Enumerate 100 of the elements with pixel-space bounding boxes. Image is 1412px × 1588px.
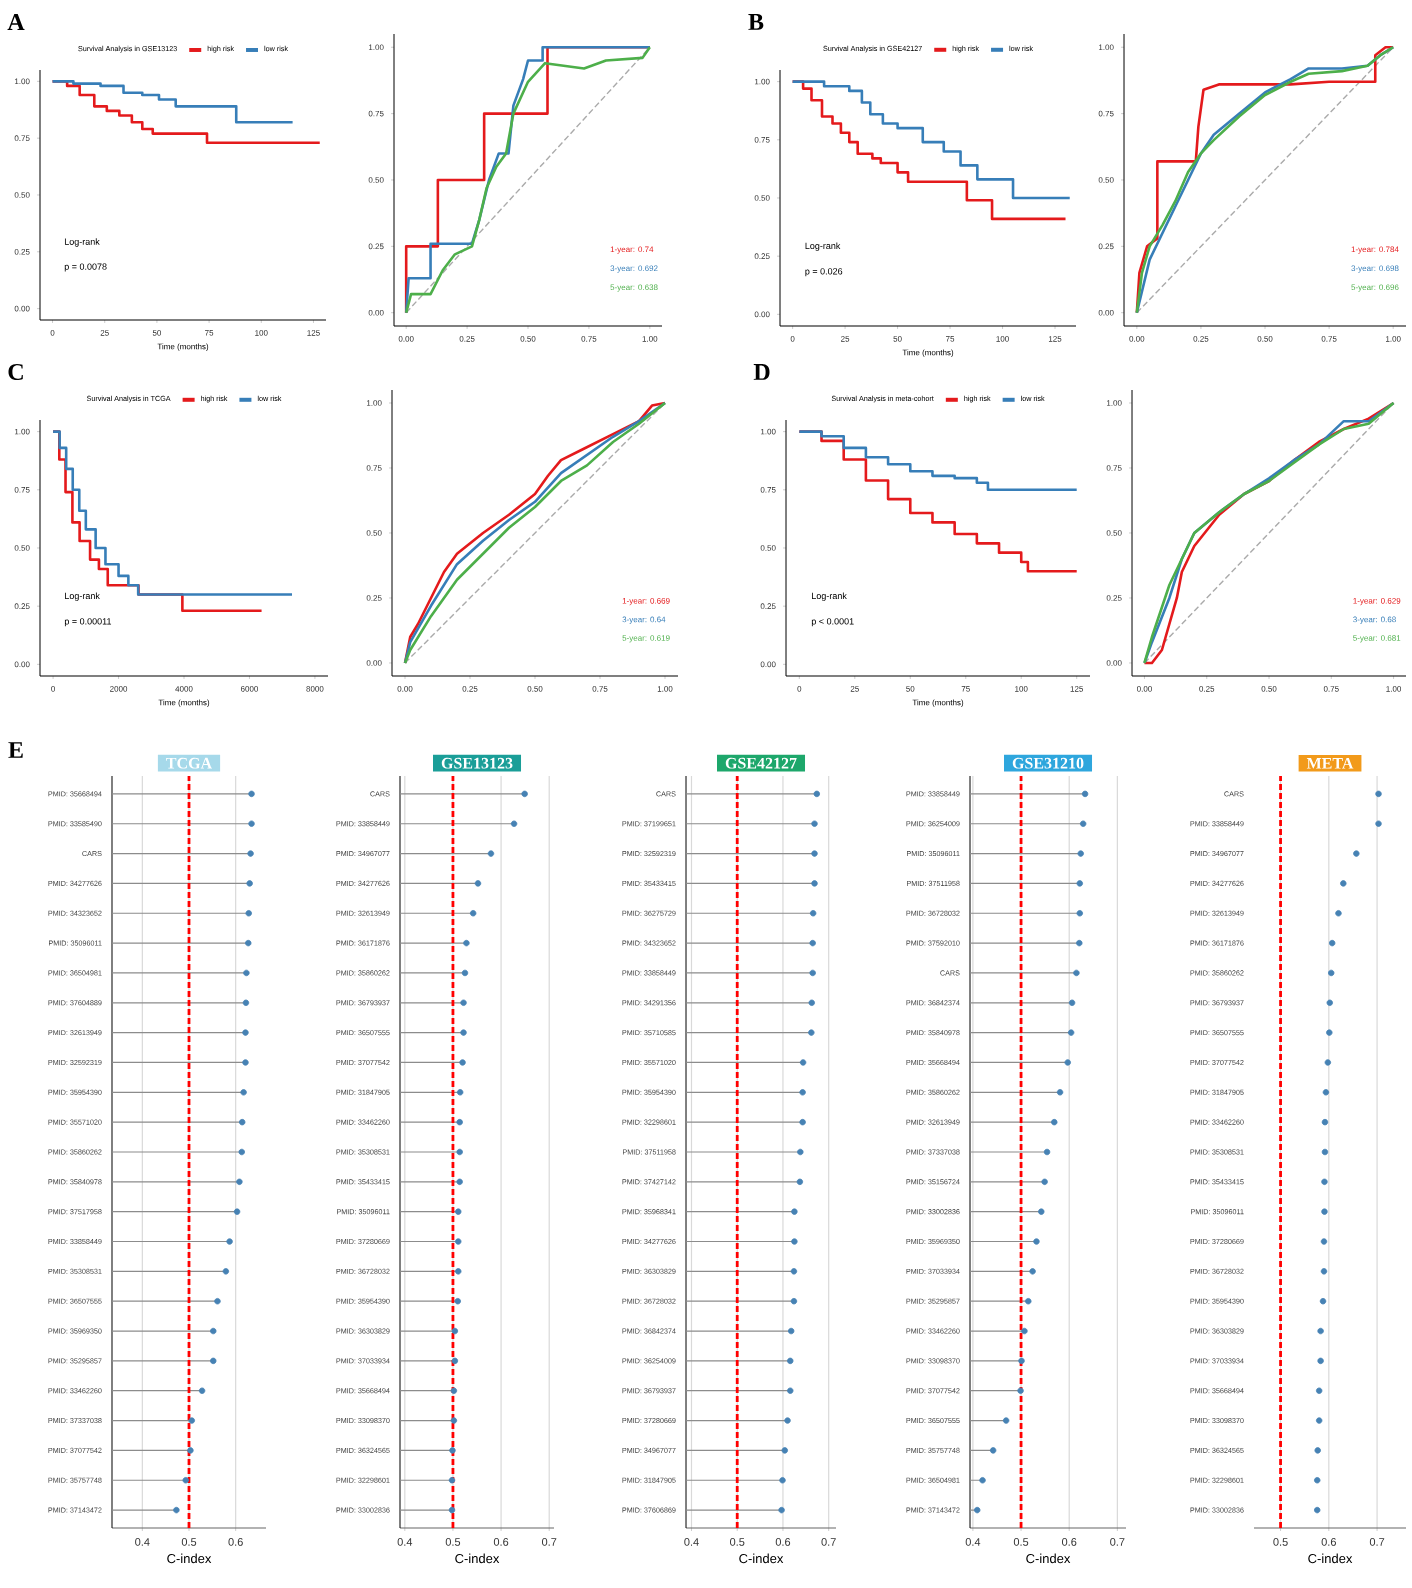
point [1328,969,1335,977]
point [246,880,253,887]
chart-title: TCGA [166,757,213,769]
point [1326,1029,1333,1036]
point [799,1089,806,1096]
point [1038,1208,1045,1215]
point [521,790,528,798]
point [1067,1029,1075,1036]
point [787,1357,794,1365]
point [809,969,816,977]
point [248,820,255,827]
point [451,1357,459,1365]
point [791,1208,798,1215]
point [799,1118,806,1126]
point [1315,1417,1323,1424]
point [455,1208,462,1215]
point [1033,1238,1040,1245]
point [182,1477,189,1484]
point [781,1447,788,1454]
point [456,1148,463,1156]
point [1315,1387,1323,1394]
chart-title: META [1306,758,1354,769]
point [242,1029,249,1036]
point [1079,820,1087,827]
point [1064,1059,1071,1066]
point [979,1477,986,1484]
chart-title: GSE42127 [725,757,797,769]
point [1314,1477,1321,1484]
point [456,1089,464,1096]
point [1017,1387,1024,1394]
point [450,1387,458,1394]
point [790,1298,798,1305]
point [449,1447,456,1454]
point [236,1178,243,1186]
point [242,999,250,1006]
point [214,1298,221,1305]
point [456,1178,463,1186]
point [1375,790,1382,798]
point [1041,1178,1048,1186]
point [474,880,482,887]
point [454,1298,461,1305]
point [1322,1089,1330,1096]
point [799,1059,807,1066]
point [448,1506,456,1514]
point [461,969,469,977]
point [1319,1298,1327,1305]
point [778,1506,785,1514]
point [1076,880,1083,887]
chart-title: GSE31210 [1012,757,1084,769]
point [238,1148,245,1156]
point [451,1327,459,1335]
point [797,1148,804,1156]
point [1076,939,1083,947]
point [791,1238,798,1245]
point [1025,1298,1032,1305]
point [1076,910,1083,917]
point [210,1357,217,1365]
point [226,1238,233,1245]
point [469,910,477,917]
point [1317,1357,1324,1365]
point [198,1387,206,1394]
point [1002,1417,1010,1424]
point [245,910,252,917]
text: B [748,14,764,30]
point [784,1417,791,1424]
point [1021,1327,1028,1335]
point [1073,969,1080,977]
point [1321,1118,1329,1126]
point [243,969,250,977]
point [187,1447,194,1454]
point [809,910,817,917]
point [247,850,254,857]
point [1321,1148,1329,1156]
point [1056,1089,1064,1096]
point [460,1029,467,1036]
point [233,1208,241,1215]
point [787,1387,794,1394]
point [974,1506,981,1514]
text: A [7,14,25,30]
point [1320,1238,1328,1245]
point [811,850,818,857]
point [1018,1357,1025,1365]
point [779,1477,786,1484]
point [242,1059,249,1066]
point [1314,1447,1321,1454]
point [811,820,818,827]
point [787,1327,795,1335]
point [1081,790,1089,798]
point [1375,820,1382,827]
point [455,1268,462,1275]
point [240,1089,247,1096]
point [989,1447,997,1454]
point [813,790,820,798]
point [487,850,495,857]
point [448,1477,456,1484]
point [248,790,255,798]
point [811,880,818,887]
point [463,939,470,947]
point [1340,880,1347,887]
point [245,939,252,947]
